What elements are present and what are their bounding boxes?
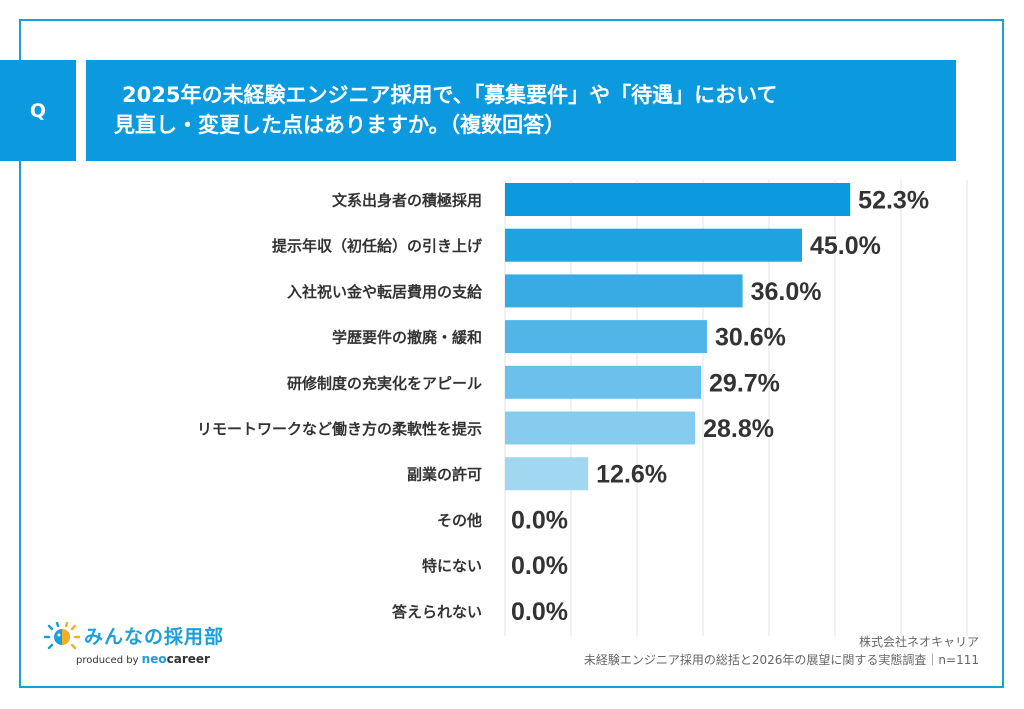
category-labels: 文系出身者の積極採用提示年収（初任給）の引き上げ入社祝い金や転居費用の支給学歴要…	[197, 192, 483, 621]
question-badge: Q	[0, 60, 76, 161]
bars	[505, 183, 851, 491]
source-survey: 未経験エンジニア採用の総括と2026年の展望に関する実態調査｜n=111	[583, 653, 979, 667]
bar	[505, 183, 851, 216]
category-label: 答えられない	[392, 603, 482, 621]
bar	[505, 411, 696, 445]
bar	[505, 320, 707, 354]
value-label: 36.0%	[751, 278, 822, 306]
category-label: 研修制度の充実化をアピール	[287, 374, 482, 392]
logo-career: career	[166, 652, 210, 666]
question-title-line2: 見直し・変更した点はありますか。（複数回答）	[114, 113, 566, 137]
category-label: 入社祝い金や転居費用の支給	[287, 283, 483, 301]
bar	[505, 274, 743, 308]
bar	[505, 228, 802, 262]
value-label: 45.0%	[810, 232, 881, 260]
bar-chart: 文系出身者の積極採用提示年収（初任給）の引き上げ入社祝い金や転居費用の支給学歴要…	[197, 180, 968, 636]
source-company: 株式会社ネオキャリア	[858, 635, 979, 649]
source-note: 株式会社ネオキャリア 未経験エンジニア採用の総括と2026年の展望に関する実態調…	[584, 633, 979, 669]
logo-neo: neo	[141, 652, 167, 666]
value-label: 0.0%	[511, 598, 568, 626]
value-label: 29.7%	[709, 369, 780, 397]
category-label: 文系出身者の積極採用	[332, 192, 482, 210]
logo-produced-by: produced by	[76, 655, 142, 666]
value-label: 12.6%	[596, 461, 667, 489]
value-label: 30.6%	[715, 324, 786, 352]
bar	[505, 365, 702, 399]
category-label: 特にない	[422, 557, 482, 575]
question-title: 2025年の未経験エンジニア採用で、「募集要件」や「待遇」において 見直し・変更…	[86, 60, 956, 161]
logo-tagline: produced by neocareer	[76, 652, 210, 666]
logo-wordmark: みんなの採用部	[84, 626, 225, 648]
value-label: 28.8%	[703, 415, 774, 443]
category-label: その他	[437, 511, 482, 529]
question-title-line1: 2025年の未経験エンジニア採用で、「募集要件」や「待遇」において	[122, 83, 778, 107]
brand-logo: みんなの採用部 produced by neocareer	[44, 622, 254, 672]
category-label: リモートワークなど働き方の柔軟性を提示	[197, 420, 482, 438]
bar	[505, 457, 589, 491]
sun-face-icon	[44, 622, 80, 650]
value-label: 52.3%	[858, 187, 929, 215]
value-label: 0.0%	[511, 552, 568, 580]
category-label: 副業の許可	[407, 466, 482, 484]
value-labels: 52.3% 45.0% 36.0% 30.6% 29.7% 28.8% 12.6% 0.0% 0…	[511, 187, 929, 626]
category-label: 学歴要件の撤廃・緩和	[332, 329, 482, 347]
question-badge-label: Q	[29, 99, 47, 122]
category-label: 提示年収（初任給）の引き上げ	[272, 237, 483, 255]
value-label: 0.0%	[511, 506, 568, 534]
